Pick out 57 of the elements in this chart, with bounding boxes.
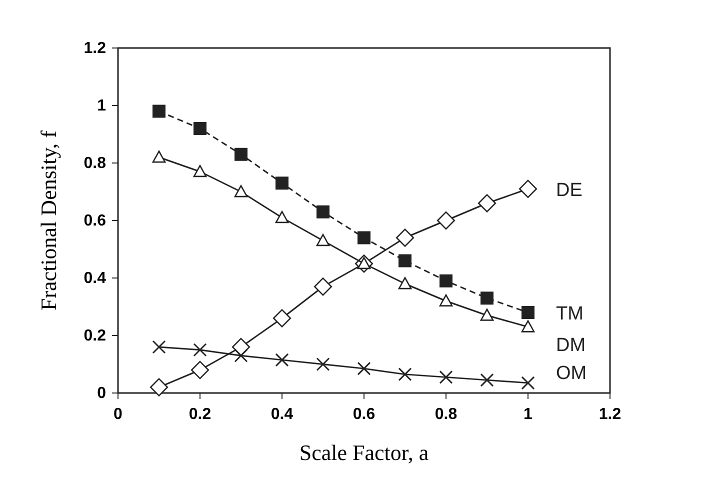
point	[316, 234, 330, 246]
point	[152, 104, 166, 118]
point	[480, 292, 494, 305]
point	[234, 185, 248, 198]
x-tick-label: 1	[524, 406, 533, 423]
y-tick-label: 0.8	[84, 155, 106, 172]
point	[440, 274, 452, 288]
point	[275, 353, 289, 367]
point	[276, 176, 288, 190]
point	[234, 348, 248, 362]
x-tick-label: 0.4	[270, 406, 294, 423]
point	[480, 373, 494, 387]
point	[234, 148, 248, 161]
y-tick-label: 0	[97, 385, 106, 402]
x-tick-label: 0.6	[352, 406, 376, 423]
point	[522, 306, 534, 319]
point	[316, 358, 330, 371]
y-tick-label: 1	[97, 98, 106, 114]
point	[521, 376, 535, 390]
point	[398, 368, 412, 382]
point	[439, 370, 453, 384]
point	[357, 362, 371, 376]
point	[193, 164, 207, 178]
x-tick-label: 0.2	[188, 406, 212, 423]
y-axis-title: Fractional Density, f	[36, 130, 61, 311]
point	[194, 122, 206, 135]
point	[358, 231, 370, 244]
point	[275, 210, 289, 224]
x-tick-label: 0	[114, 406, 123, 423]
y-tick-label: 0.2	[84, 328, 106, 344]
series-label: TM	[556, 304, 584, 324]
x-axis-title: Scale Factor, a	[299, 440, 429, 465]
point	[272, 309, 292, 328]
point	[152, 340, 166, 354]
point	[439, 294, 453, 306]
y-tick-label: 0.6	[84, 212, 106, 230]
point	[150, 378, 168, 396]
point	[436, 211, 456, 230]
point	[478, 194, 496, 212]
y-tick-label: 1.2	[84, 40, 106, 57]
point	[316, 205, 330, 218]
series-label: DM	[556, 334, 586, 356]
x-tick-label: 0.8	[434, 406, 458, 423]
point	[521, 320, 535, 332]
point	[396, 228, 414, 247]
point	[190, 360, 210, 380]
series-label: DE	[556, 180, 582, 201]
x-tick-label: 1.2	[598, 406, 622, 423]
point	[193, 343, 207, 357]
point	[398, 254, 412, 268]
point	[152, 150, 166, 163]
series-label: OM	[556, 362, 587, 384]
point	[314, 278, 332, 296]
y-tick-label: 0.4	[84, 270, 106, 287]
point	[480, 308, 494, 321]
point	[518, 180, 538, 198]
point	[398, 277, 412, 290]
